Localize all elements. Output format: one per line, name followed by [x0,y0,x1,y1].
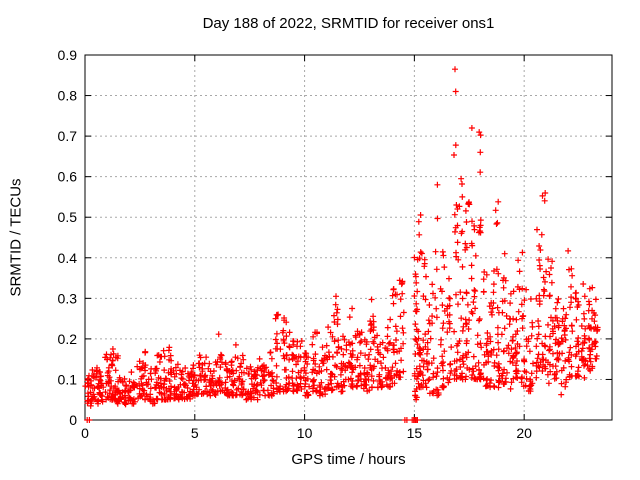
y-tick-label: 0.2 [58,331,78,347]
x-axis-label: GPS time / hours [291,451,406,468]
plot-border [84,54,613,421]
x-tick-label: 15 [407,425,423,441]
y-tick-label: 0.1 [58,371,78,387]
x-tick-label: 0 [81,425,89,441]
y-tick-label: 0.7 [58,128,78,144]
y-tick-label: 0.9 [58,47,78,63]
y-tick-label: 0.6 [58,169,78,185]
y-tick-label: 0.5 [58,209,78,225]
scatter-points [82,66,601,423]
chart-title: Day 188 of 2022, SRMTID for receiver ons… [202,15,495,32]
x-tick-label: 5 [191,425,199,441]
y-tick-label: 0.8 [58,88,78,104]
y-tick-label: 0.4 [58,250,78,266]
y-tick-label: 0.3 [58,290,78,306]
x-tick-label: 10 [297,425,313,441]
y-tick-label: 0 [69,412,77,428]
x-tick-label: 20 [516,425,532,441]
